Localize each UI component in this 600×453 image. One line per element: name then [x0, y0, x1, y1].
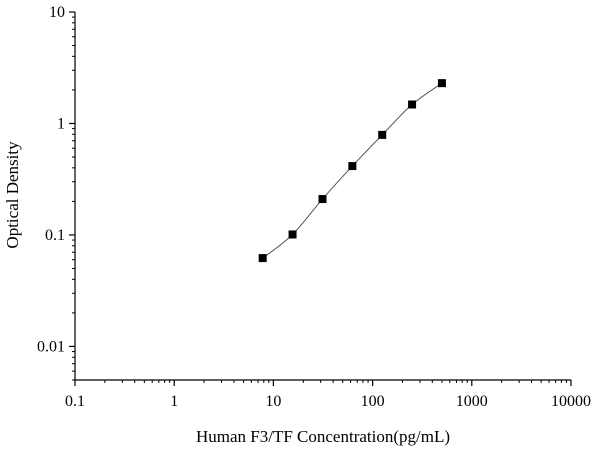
axes [69, 11, 572, 386]
y-tick-label: 1 [57, 115, 65, 132]
y-tick-label: 0.1 [45, 227, 65, 244]
x-tick-label: 1 [170, 393, 178, 410]
y-tick-label: 0.01 [37, 338, 65, 355]
data-point [348, 162, 357, 171]
data-point [318, 195, 327, 204]
data-point [437, 79, 446, 88]
y-tick-label: 10 [49, 4, 65, 21]
x-tick-label: 0.1 [65, 393, 85, 410]
x-tick-label: 1000 [456, 393, 488, 410]
data-points-layer [258, 79, 446, 263]
x-tick-label: 100 [361, 393, 385, 410]
x-axis-title: Human F3/TF Concentration(pg/mL) [196, 427, 450, 446]
data-point [258, 254, 267, 263]
x-tick-label: 10000 [551, 393, 591, 410]
data-point [378, 130, 387, 139]
data-point [288, 230, 297, 239]
data-point [408, 100, 417, 109]
tick-labels-layer: 0.1 1 10 100 1000 10000 0.01 0.1 1 10 [37, 4, 591, 410]
y-axis-title: Optical Density [3, 141, 22, 249]
x-tick-label: 10 [265, 393, 281, 410]
